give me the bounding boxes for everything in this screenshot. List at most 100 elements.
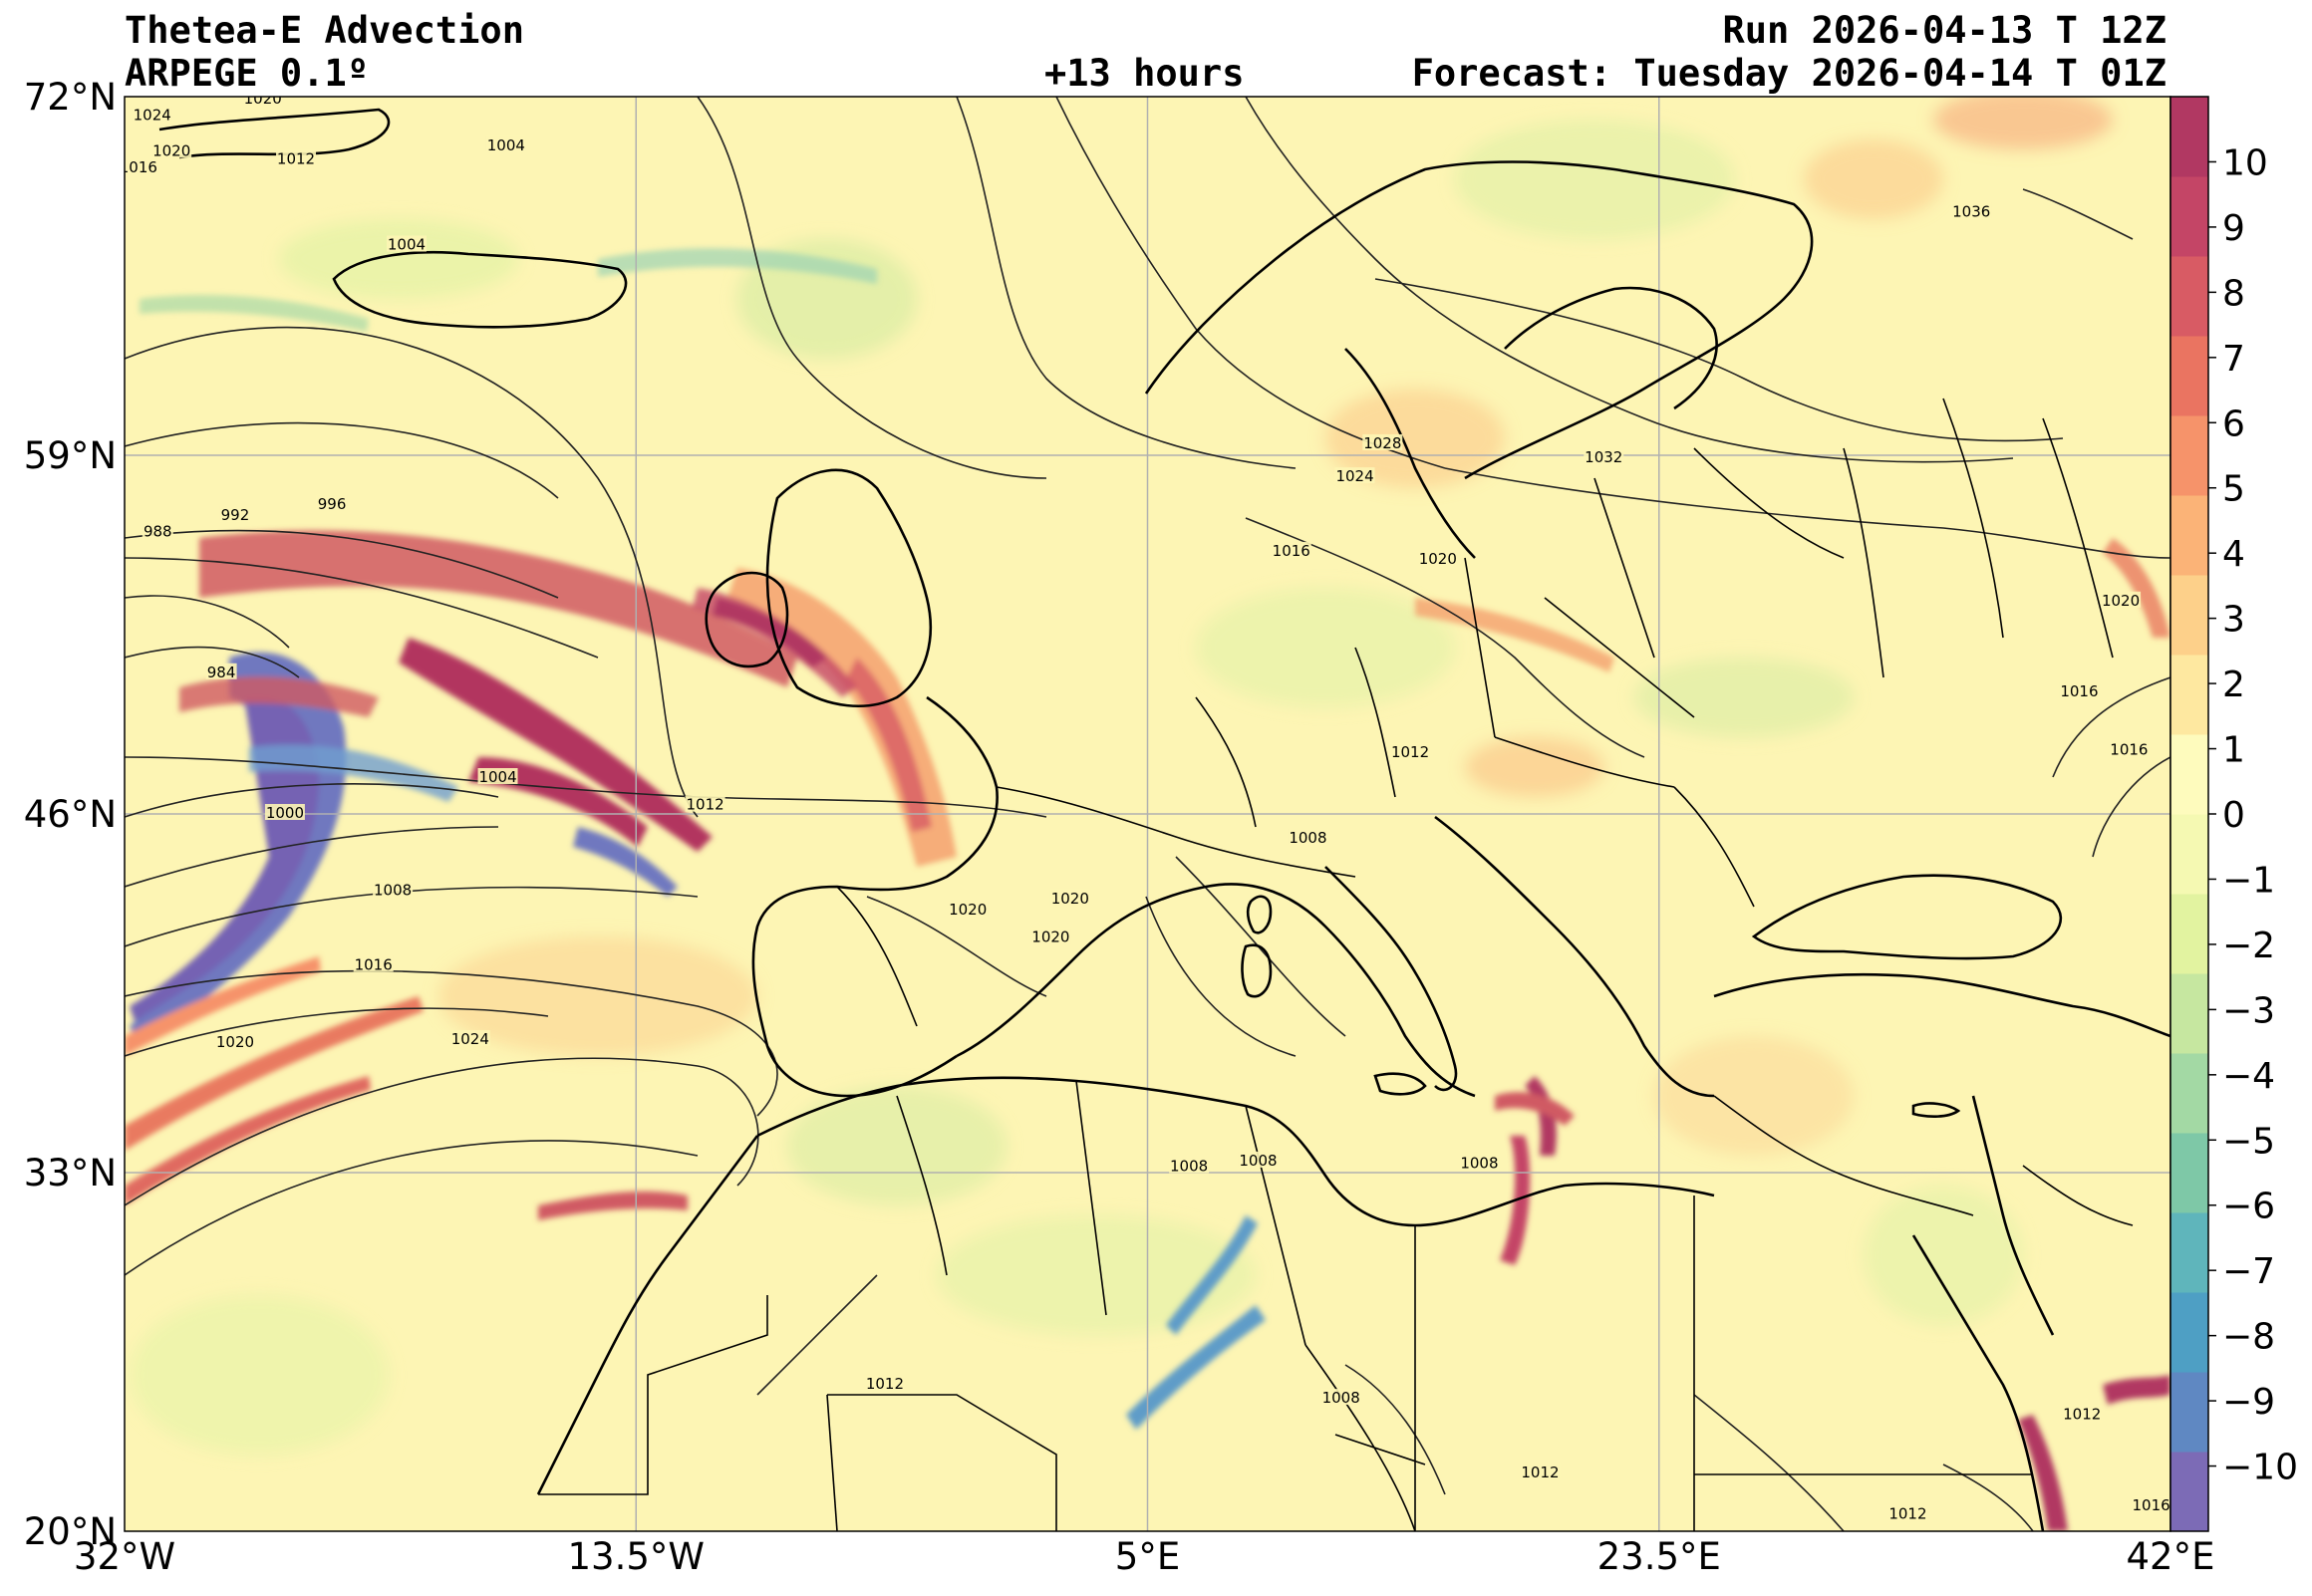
cyprus bbox=[1911, 1102, 1961, 1118]
colorbar-tick-label: 8 bbox=[2222, 273, 2245, 314]
isobar-label-bg bbox=[1362, 433, 1403, 450]
isobar-label-bg bbox=[125, 158, 158, 174]
colorbar-band bbox=[2170, 894, 2208, 974]
colorbar-tick-label: −8 bbox=[2222, 1317, 2275, 1358]
isobar-label-bg bbox=[1584, 447, 1624, 464]
isobar-label-bg bbox=[1288, 828, 1328, 845]
isobar-label: 1008 bbox=[374, 882, 412, 900]
scandinavia-south bbox=[1344, 348, 1476, 559]
isobar-label: 1012 bbox=[866, 1375, 904, 1393]
lat-tick-label: 72°N bbox=[24, 76, 117, 119]
colorbar-band bbox=[2170, 1212, 2208, 1293]
isobar-label: 1000 bbox=[266, 804, 304, 822]
colorbar-band bbox=[2170, 814, 2208, 895]
lon-tick-label: 23.5°E bbox=[1597, 1535, 1721, 1578]
red-sea-coast bbox=[1911, 1234, 2045, 1531]
field-bands bbox=[125, 248, 2170, 1531]
lat-tick-label: 59°N bbox=[24, 434, 117, 477]
levant-coast bbox=[1971, 1095, 2055, 1336]
colorbar-tick-label: 1 bbox=[2222, 730, 2245, 771]
colorbar-tick-label: −10 bbox=[2222, 1448, 2298, 1488]
colorbar-tick-label: −9 bbox=[2222, 1382, 2275, 1423]
longitude-axis: 32°W 13.5°W 5°E 23.5°E 42°E bbox=[74, 1535, 2215, 1578]
coastlines bbox=[158, 108, 2170, 1531]
country-borders bbox=[538, 398, 2134, 1531]
colorbar-tick-label: −5 bbox=[2222, 1121, 2275, 1162]
colorbar-band bbox=[2170, 1372, 2208, 1453]
isobar-label: 1012 bbox=[687, 796, 724, 814]
isobar-label: 1012 bbox=[1391, 743, 1429, 761]
colorbar-tick-label: 4 bbox=[2222, 534, 2245, 575]
isobar-label: 1028 bbox=[1363, 434, 1401, 452]
scandinavia-coast bbox=[1144, 160, 1814, 480]
isobar-label-bg bbox=[1887, 1504, 1928, 1521]
run-time: Run 2026-04-13 T 12Z bbox=[1722, 9, 2167, 52]
colorbar-tick-label: 6 bbox=[2222, 403, 2245, 444]
isobar-label-bg bbox=[373, 881, 414, 898]
italy bbox=[1324, 866, 1458, 1092]
chart-title: Thetea-E Advection bbox=[125, 9, 524, 52]
colorbar-tick-label: 2 bbox=[2222, 665, 2245, 705]
sicily bbox=[1373, 1072, 1427, 1096]
lon-tick-label: 13.5°W bbox=[568, 1535, 705, 1578]
isobar-label-bg bbox=[205, 663, 237, 679]
lat-tick-label: 33°N bbox=[24, 1152, 117, 1195]
isobar-label-bg bbox=[1520, 1463, 1561, 1479]
isobar-label-bg bbox=[1951, 202, 1992, 219]
turkey-coast bbox=[1713, 972, 2170, 1038]
colorbar-band bbox=[2170, 256, 2208, 337]
forecast-time: Forecast: Tuesday 2026-04-14 T 01Z bbox=[1411, 52, 2167, 95]
isobar-label: 1032 bbox=[1585, 448, 1622, 466]
isobar-label: 1012 bbox=[1888, 1504, 1926, 1522]
isobar-label-bg bbox=[214, 1032, 255, 1049]
colorbar-band bbox=[2170, 1452, 2208, 1532]
colorbar-bands bbox=[2170, 97, 2208, 1532]
model-name: ARPEGE 0.1º bbox=[125, 52, 370, 95]
colorbar-band bbox=[2170, 336, 2208, 416]
isobar-label: 996 bbox=[318, 495, 347, 513]
isobar-label-bg bbox=[151, 141, 192, 158]
isobar-label-bg bbox=[2101, 591, 2142, 608]
isobar-label-bg bbox=[386, 235, 427, 252]
isobar-label: 1020 bbox=[1051, 890, 1089, 908]
colorbar-tick-label: −3 bbox=[2222, 990, 2275, 1031]
isobar-label: 1008 bbox=[1170, 1157, 1208, 1175]
isobar-label-bg bbox=[316, 494, 348, 511]
isobar-label-bg bbox=[1320, 1389, 1361, 1406]
isobar-label-bg bbox=[1271, 541, 1311, 558]
colorbar-tick-label: 3 bbox=[2222, 600, 2245, 641]
isobar-label-bg bbox=[2109, 740, 2150, 757]
isobar-label-bg bbox=[2059, 682, 2100, 699]
isobar-label: 1008 bbox=[1239, 1152, 1277, 1170]
isobar-label: 1008 bbox=[1322, 1389, 1360, 1407]
isobar-label-bg bbox=[1030, 928, 1071, 944]
isobar-label: 1020 bbox=[1419, 550, 1457, 568]
morocco-coast bbox=[536, 1135, 759, 1495]
isobar-label-bg bbox=[142, 522, 173, 539]
med-north-coast bbox=[956, 883, 1476, 1098]
isobar-label-bg bbox=[264, 804, 305, 820]
lat-tick-label: 20°N bbox=[24, 1510, 117, 1553]
gridlines bbox=[125, 97, 2170, 1531]
isobar-label: 1016 bbox=[355, 955, 393, 973]
isobar-label: 992 bbox=[221, 506, 250, 524]
latitude-axis: 72°N 59°N 46°N 33°N 20°N bbox=[24, 76, 117, 1553]
isobar-label: 1004 bbox=[487, 136, 525, 154]
isobar-label-bg bbox=[1049, 889, 1090, 906]
isobar-label-bg bbox=[1459, 1154, 1500, 1171]
isobar-label: 1008 bbox=[1460, 1155, 1498, 1173]
isobar-label: 1004 bbox=[388, 236, 426, 254]
isobar-label-bg bbox=[477, 768, 518, 784]
isobar-label-bg bbox=[132, 106, 172, 123]
sardinia bbox=[1241, 943, 1273, 998]
isobar-label: 1016 bbox=[1273, 542, 1310, 560]
isobar-label: 1004 bbox=[478, 768, 516, 786]
isobar-label: 1016 bbox=[2060, 682, 2098, 700]
isobar-label-bg bbox=[1417, 550, 1458, 567]
isobar-label-bg bbox=[1390, 743, 1431, 760]
isobar-label-bg bbox=[1238, 1151, 1279, 1168]
